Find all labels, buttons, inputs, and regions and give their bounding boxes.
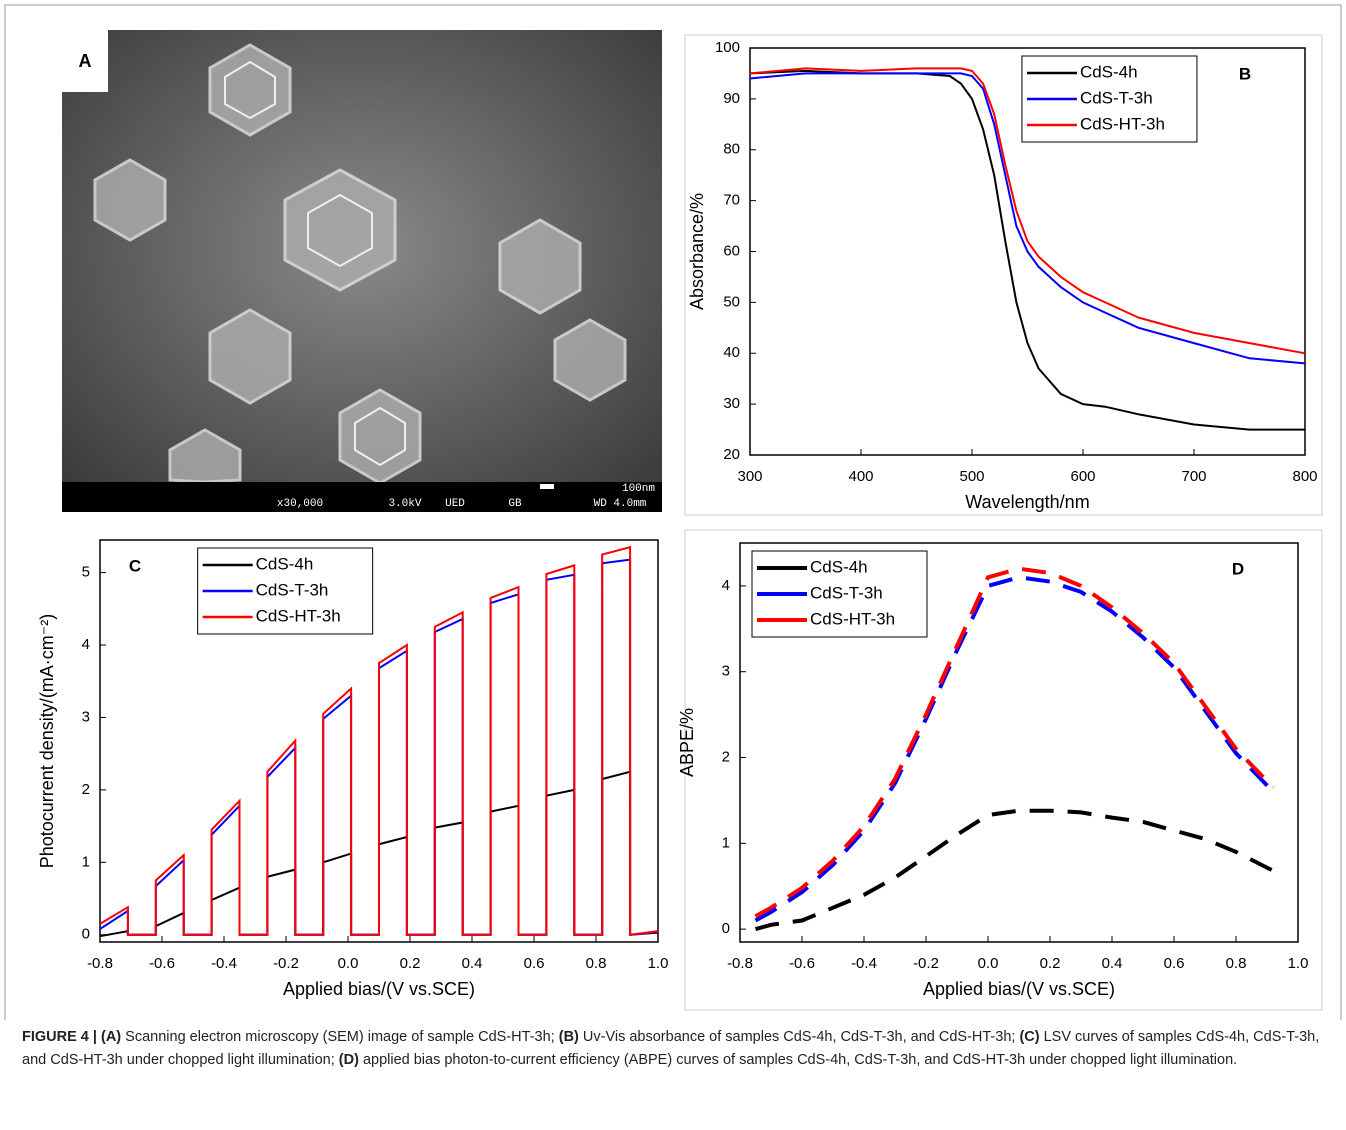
x-axis-label: Applied bias/(V vs.SCE) <box>923 979 1115 999</box>
legend-label: CdS-T-3h <box>256 580 329 599</box>
x-tick-label: 300 <box>737 468 762 485</box>
x-axis-label: Wavelength/nm <box>965 492 1089 512</box>
x-tick-label: -0.2 <box>913 955 939 972</box>
caption-text: Uv-Vis absorbance of samples CdS-4h, CdS… <box>578 1029 1020 1045</box>
y-tick-label: 60 <box>723 242 740 259</box>
y-axis-label: Absorbance/% <box>687 193 707 310</box>
x-tick-label: 0.4 <box>462 955 483 972</box>
sem-info: x30,000 <box>277 498 323 510</box>
x-tick-label: 700 <box>1181 468 1206 485</box>
y-tick-label: 20 <box>723 446 740 463</box>
sem-info: 3.0kV <box>388 498 421 510</box>
y-tick-label: 4 <box>722 577 730 594</box>
y-tick-label: 0 <box>82 926 90 943</box>
legend-label: CdS-4h <box>256 554 314 573</box>
data-line <box>749 67 1306 355</box>
x-tick-label: 400 <box>848 468 873 485</box>
legend-label: CdS-T-3h <box>810 583 883 602</box>
x-tick-label: 0.0 <box>978 955 999 972</box>
caption-text: (D) <box>338 1052 359 1068</box>
panel-label: A <box>79 51 92 71</box>
x-tick-label: 800 <box>1292 468 1317 485</box>
data-line <box>99 545 659 936</box>
legend-label: CdS-HT-3h <box>1080 114 1165 133</box>
sem-info: UED <box>445 498 465 510</box>
caption-text: (B) <box>558 1029 579 1045</box>
x-tick-label: -0.2 <box>273 955 299 972</box>
y-tick-label: 3 <box>722 663 730 680</box>
y-axis-label: ABPE/% <box>677 708 697 777</box>
x-tick-label: 0.2 <box>1040 955 1061 972</box>
y-axis-label: Photocurrent density/(mA·cm⁻²) <box>37 614 57 869</box>
sem-info: WD 4.0mm <box>594 498 647 510</box>
x-tick-label: 500 <box>959 468 984 485</box>
x-tick-label: 0.0 <box>338 955 359 972</box>
x-tick-label: -0.8 <box>87 955 113 972</box>
data-line <box>749 72 1306 365</box>
y-tick-label: 100 <box>715 39 740 56</box>
y-tick-label: 0 <box>722 920 730 937</box>
y-tick-label: 70 <box>723 192 740 209</box>
x-tick-label: 0.6 <box>1164 955 1185 972</box>
caption-text: applied bias photon-to-current efficienc… <box>358 1052 1238 1068</box>
y-tick-label: 2 <box>82 781 90 798</box>
x-tick-label: 600 <box>1070 468 1095 485</box>
x-tick-label: 0.4 <box>1102 955 1123 972</box>
x-tick-label: -0.6 <box>149 955 175 972</box>
legend-label: CdS-4h <box>810 557 868 576</box>
x-tick-label: 1.0 <box>648 955 669 972</box>
caption-text: FIGURE 4 | <box>22 1029 101 1045</box>
x-tick-label: 0.2 <box>400 955 421 972</box>
plot-frame <box>99 539 659 943</box>
x-tick-label: 1.0 <box>1288 955 1309 972</box>
y-tick-label: 1 <box>82 853 90 870</box>
y-tick-label: 4 <box>82 636 90 653</box>
caption-text: (C) <box>1019 1029 1040 1045</box>
panel-label: C <box>129 556 141 575</box>
y-tick-label: 5 <box>82 564 90 581</box>
x-tick-label: 0.8 <box>1226 955 1247 972</box>
x-tick-label: -0.8 <box>727 955 753 972</box>
y-tick-label: 90 <box>723 90 740 107</box>
y-tick-label: 50 <box>723 293 740 310</box>
y-tick-label: 1 <box>722 834 730 851</box>
figure-border <box>4 4 1342 1020</box>
legend-label: CdS-HT-3h <box>810 609 895 628</box>
legend-label: CdS-T-3h <box>1080 88 1153 107</box>
data-line <box>754 566 1275 919</box>
caption-text: Scanning electron microscopy (SEM) image… <box>121 1029 559 1045</box>
legend-label: CdS-HT-3h <box>256 606 341 625</box>
x-tick-label: 0.6 <box>524 955 545 972</box>
data-line <box>754 808 1275 932</box>
panel-label: D <box>1232 559 1244 578</box>
x-tick-label: 0.8 <box>586 955 607 972</box>
caption-text: LSV curves of samples CdS-4h, CdS-T-3h, … <box>22 1029 1320 1068</box>
data-line <box>754 575 1275 923</box>
y-tick-label: 80 <box>723 141 740 158</box>
panel-border <box>684 34 1323 516</box>
y-tick-label: 3 <box>82 708 90 725</box>
panel-border <box>684 529 1323 1011</box>
x-tick-label: -0.4 <box>211 955 237 972</box>
x-axis-label: Applied bias/(V vs.SCE) <box>283 979 475 999</box>
scale-bar-label: 100nm <box>622 483 655 495</box>
legend-label: CdS-4h <box>1080 62 1138 81</box>
y-tick-label: 2 <box>722 748 730 765</box>
y-tick-label: 30 <box>723 395 740 412</box>
x-tick-label: -0.4 <box>851 955 877 972</box>
sem-info: GB <box>508 498 522 510</box>
x-tick-label: -0.6 <box>789 955 815 972</box>
caption: FIGURE 4 | (A) Scanning electron microsc… <box>22 1026 1322 1072</box>
y-tick-label: 40 <box>723 344 740 361</box>
sem-image <box>62 30 662 512</box>
caption-text: (A) <box>101 1029 122 1045</box>
plot-frame <box>739 542 1299 943</box>
panel-label: B <box>1239 64 1251 83</box>
